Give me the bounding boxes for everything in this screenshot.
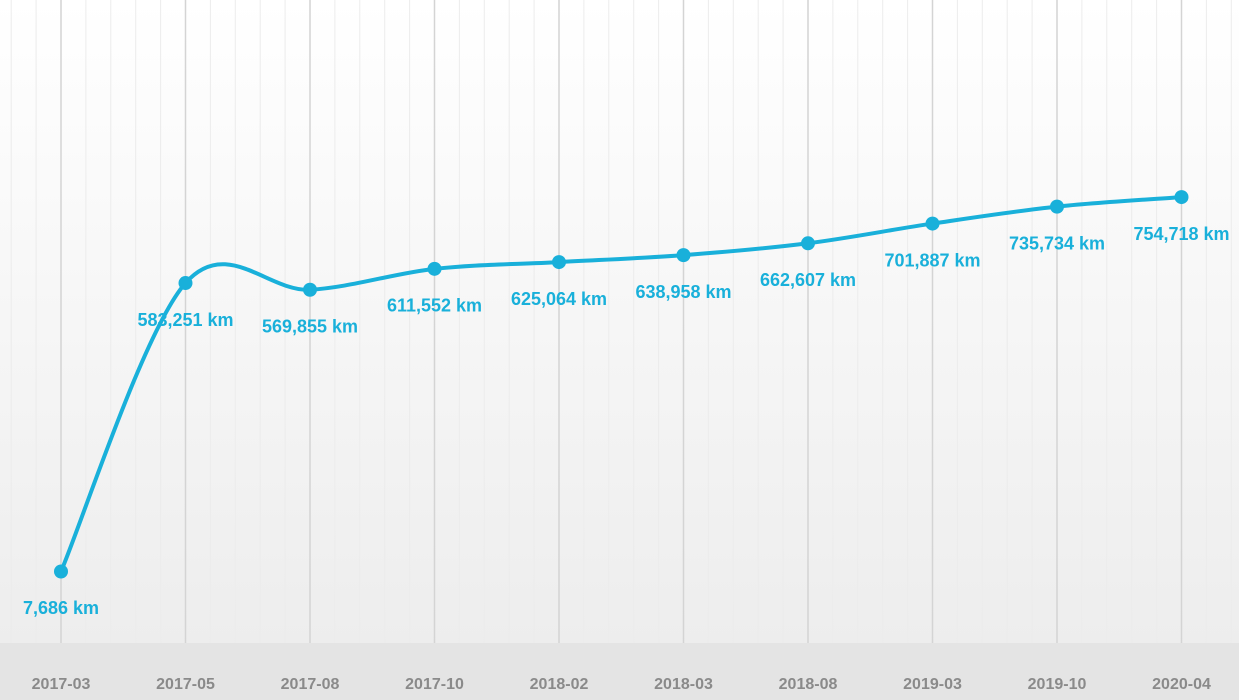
value-label: 611,552 km [387, 296, 482, 316]
value-label: 754,718 km [1133, 224, 1229, 244]
point [676, 248, 691, 263]
x-axis-band [0, 643, 1239, 700]
x-tick-label: 2018-03 [654, 676, 713, 693]
value-label: 583,251 km [137, 310, 233, 330]
value-label: 662,607 km [760, 270, 856, 290]
point [178, 276, 193, 291]
point [54, 564, 68, 579]
x-tick-label: 2019-10 [1028, 676, 1087, 693]
point [925, 216, 940, 231]
x-tick-label: 2017-10 [405, 676, 464, 693]
value-label: 638,958 km [635, 282, 731, 302]
x-tick-label: 2017-08 [281, 676, 340, 693]
point [1050, 199, 1064, 214]
x-tick-label: 2017-03 [32, 676, 91, 693]
x-tick-label: 2017-05 [156, 676, 215, 693]
x-tick-label: 2018-02 [530, 676, 589, 693]
value-label: 569,855 km [262, 316, 358, 336]
x-tick-label: 2018-08 [779, 676, 838, 693]
x-tick-label: 2019-03 [903, 676, 962, 693]
point [427, 261, 442, 276]
value-label: 701,887 km [884, 250, 980, 270]
point [801, 236, 815, 251]
x-tick-label: 2020-04 [1152, 676, 1211, 693]
point [552, 255, 566, 270]
value-label: 735,734 km [1009, 233, 1105, 253]
point [1174, 190, 1189, 205]
value-label: 625,064 km [511, 289, 607, 309]
line [59, 195, 1182, 573]
value-label: 7,686 km [23, 598, 99, 618]
point [303, 282, 317, 297]
